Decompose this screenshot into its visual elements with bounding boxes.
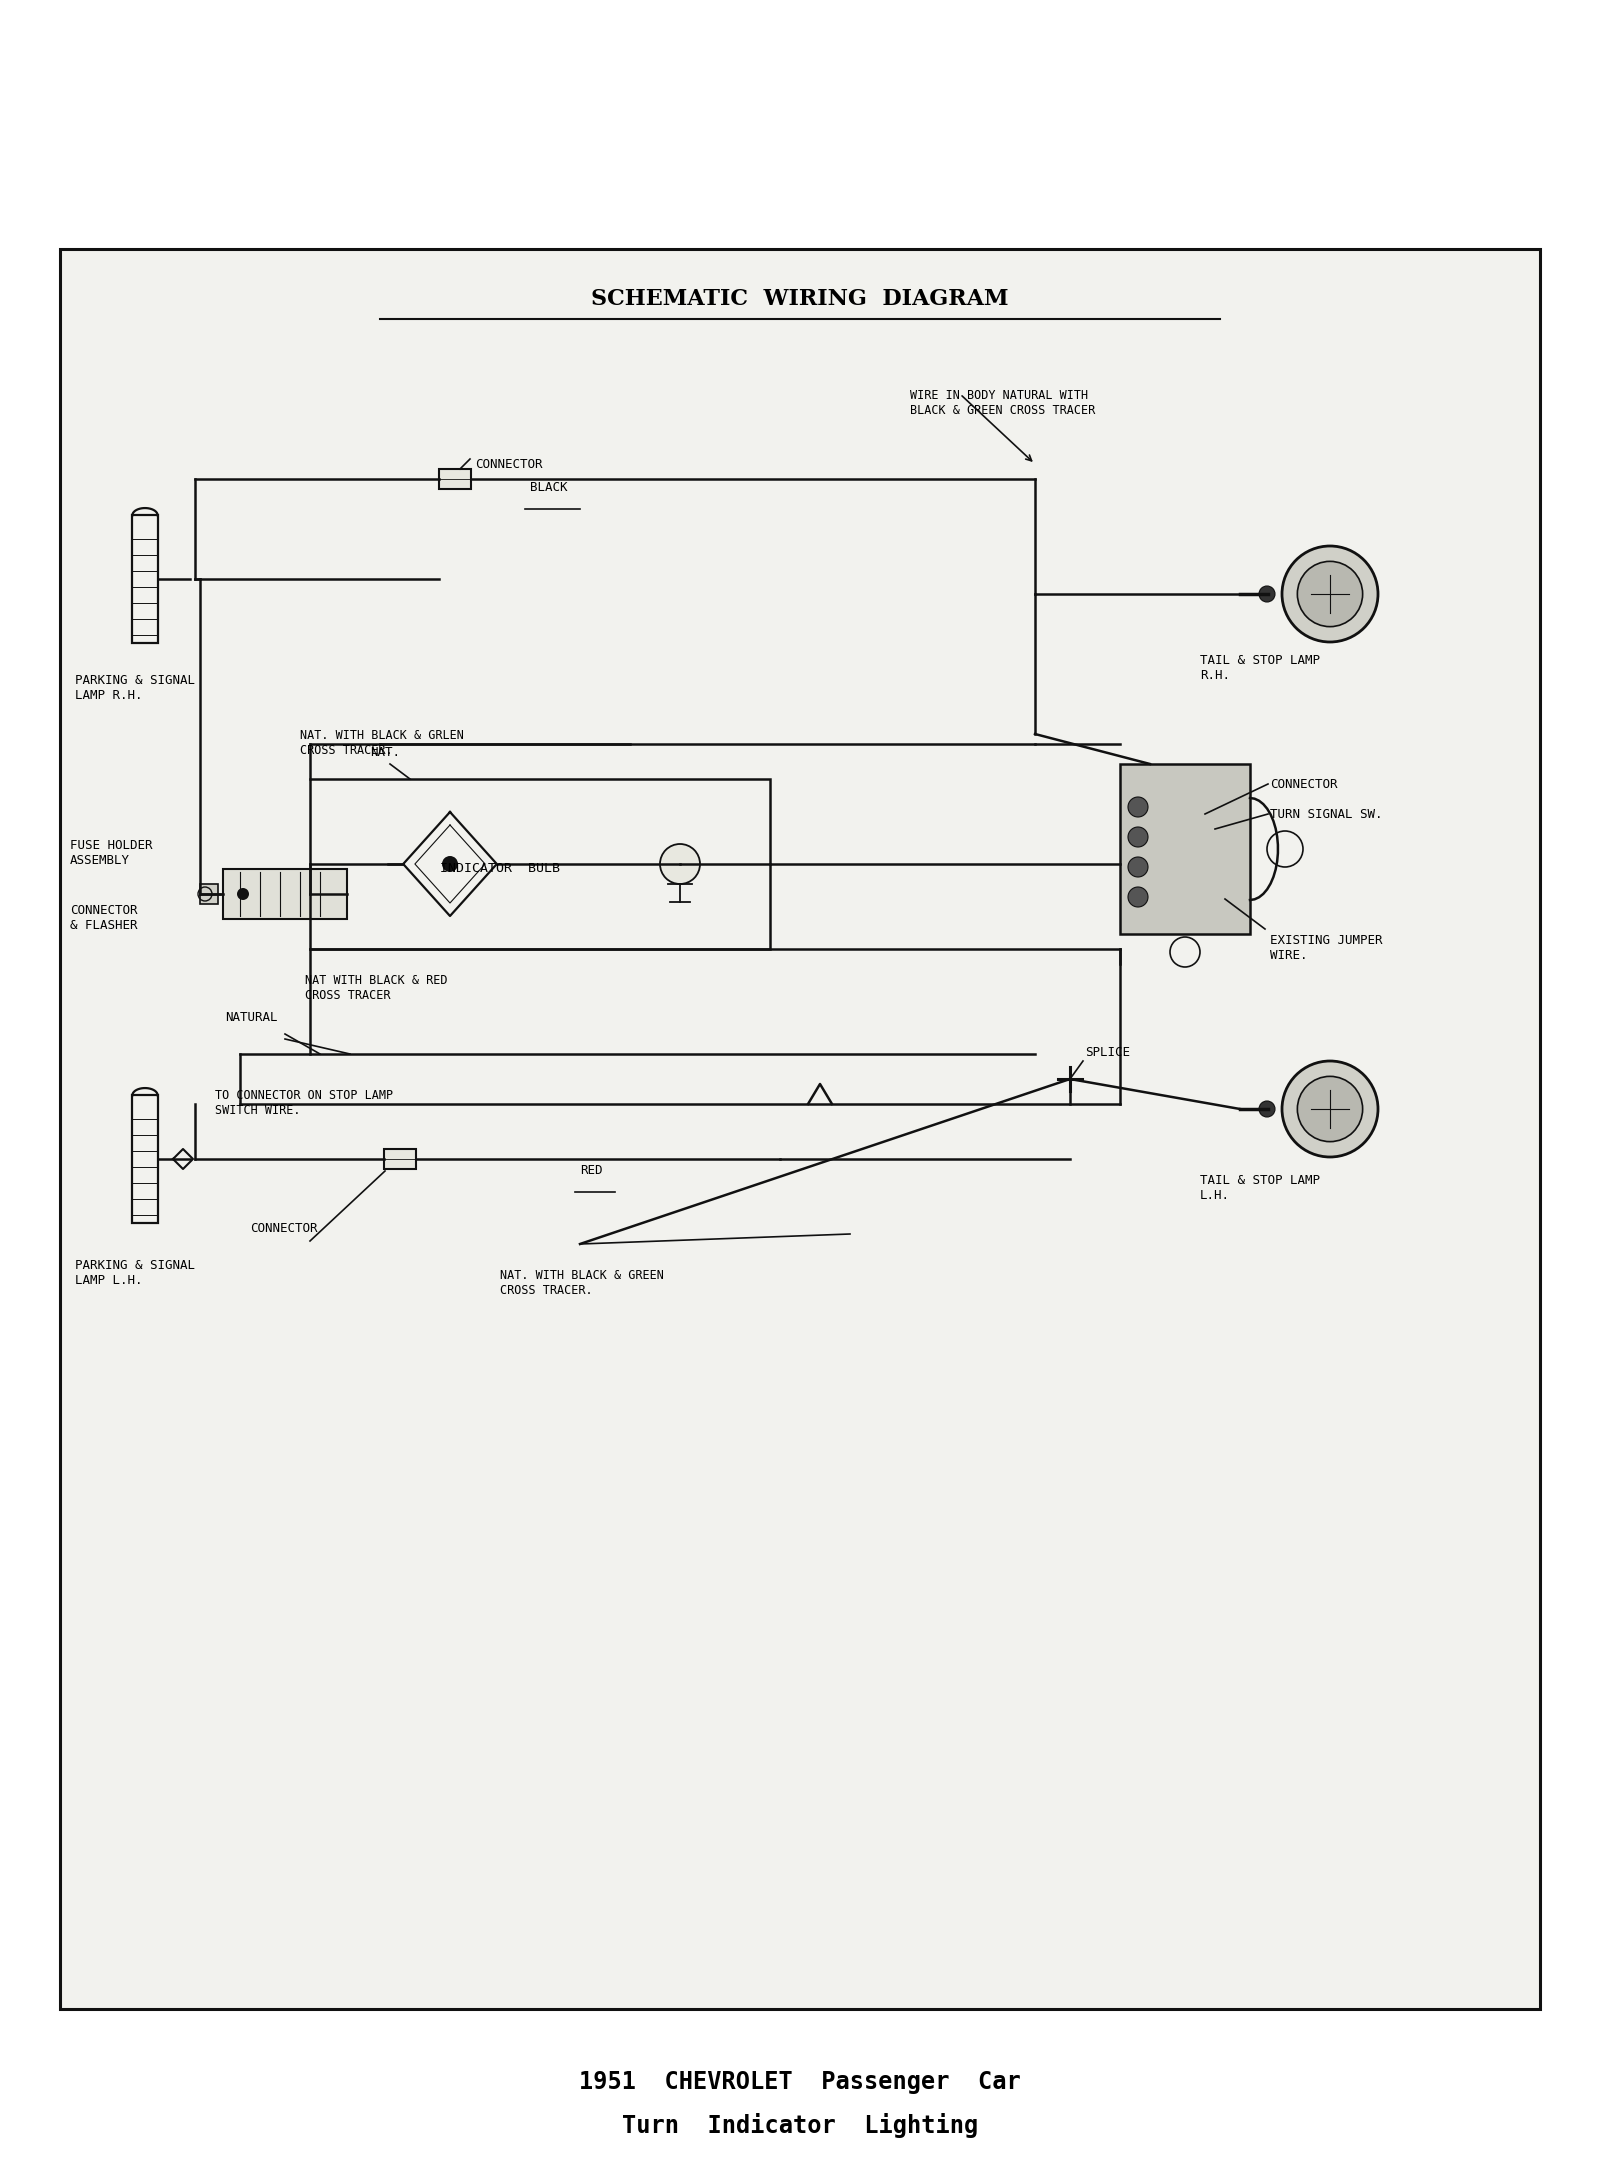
Text: TAIL & STOP LAMP
R.H.: TAIL & STOP LAMP R.H. <box>1200 654 1320 682</box>
Text: PARKING & SIGNAL
LAMP L.H.: PARKING & SIGNAL LAMP L.H. <box>75 1259 195 1288</box>
Text: NAT. WITH BLACK & GREEN
CROSS TRACER.: NAT. WITH BLACK & GREEN CROSS TRACER. <box>499 1268 664 1296</box>
Text: NAT.: NAT. <box>370 747 400 760</box>
Text: SCHEMATIC  WIRING  DIAGRAM: SCHEMATIC WIRING DIAGRAM <box>592 288 1008 309</box>
Bar <box>222 870 347 920</box>
Bar <box>1120 764 1250 935</box>
Text: CONNECTOR: CONNECTOR <box>475 457 542 470</box>
Text: WIRE IN BODY NATURAL WITH
BLACK & GREEN CROSS TRACER: WIRE IN BODY NATURAL WITH BLACK & GREEN … <box>910 390 1096 418</box>
Circle shape <box>442 857 458 872</box>
Bar <box>310 779 770 950</box>
Text: CONNECTOR: CONNECTOR <box>250 1223 317 1236</box>
Bar <box>133 1095 157 1223</box>
Text: CONNECTOR
& FLASHER: CONNECTOR & FLASHER <box>70 905 138 933</box>
Text: EXISTING JUMPER
WIRE.: EXISTING JUMPER WIRE. <box>1270 935 1382 963</box>
Circle shape <box>237 887 250 900</box>
Text: FUSE HOLDER
ASSEMBLY: FUSE HOLDER ASSEMBLY <box>70 840 152 868</box>
Bar <box>384 1149 416 1169</box>
Text: RED: RED <box>579 1164 603 1177</box>
Bar <box>133 515 157 643</box>
Bar <box>438 470 470 489</box>
Text: Turn  Indicator  Lighting: Turn Indicator Lighting <box>622 2114 978 2138</box>
Text: NAT WITH BLACK & RED
CROSS TRACER: NAT WITH BLACK & RED CROSS TRACER <box>306 974 448 1002</box>
Circle shape <box>1128 796 1149 818</box>
Text: BLACK: BLACK <box>530 480 568 493</box>
Bar <box>61 249 1539 2008</box>
Bar <box>200 885 218 905</box>
Text: TAIL & STOP LAMP
L.H.: TAIL & STOP LAMP L.H. <box>1200 1175 1320 1201</box>
Text: TO CONNECTOR ON STOP LAMP
SWITCH WIRE.: TO CONNECTOR ON STOP LAMP SWITCH WIRE. <box>214 1088 394 1117</box>
Circle shape <box>1282 1060 1378 1158</box>
Circle shape <box>1128 887 1149 907</box>
Text: TURN SIGNAL SW.: TURN SIGNAL SW. <box>1270 807 1382 820</box>
Text: SPLICE: SPLICE <box>1085 1045 1130 1058</box>
Circle shape <box>1298 1076 1363 1143</box>
Text: NAT. WITH BLACK & GRLEN
CROSS TRACER.: NAT. WITH BLACK & GRLEN CROSS TRACER. <box>301 729 464 757</box>
Circle shape <box>1128 857 1149 876</box>
Text: PARKING & SIGNAL
LAMP R.H.: PARKING & SIGNAL LAMP R.H. <box>75 673 195 701</box>
Circle shape <box>661 844 701 885</box>
Circle shape <box>1259 586 1275 602</box>
Text: INDICATOR  BULB: INDICATOR BULB <box>440 863 560 876</box>
Circle shape <box>1282 545 1378 643</box>
Text: NATURAL: NATURAL <box>226 1011 277 1024</box>
Text: 1951  CHEVROLET  Passenger  Car: 1951 CHEVROLET Passenger Car <box>579 2071 1021 2095</box>
Circle shape <box>1128 827 1149 846</box>
Circle shape <box>1298 560 1363 628</box>
Circle shape <box>1259 1101 1275 1117</box>
Text: CONNECTOR: CONNECTOR <box>1270 777 1338 790</box>
